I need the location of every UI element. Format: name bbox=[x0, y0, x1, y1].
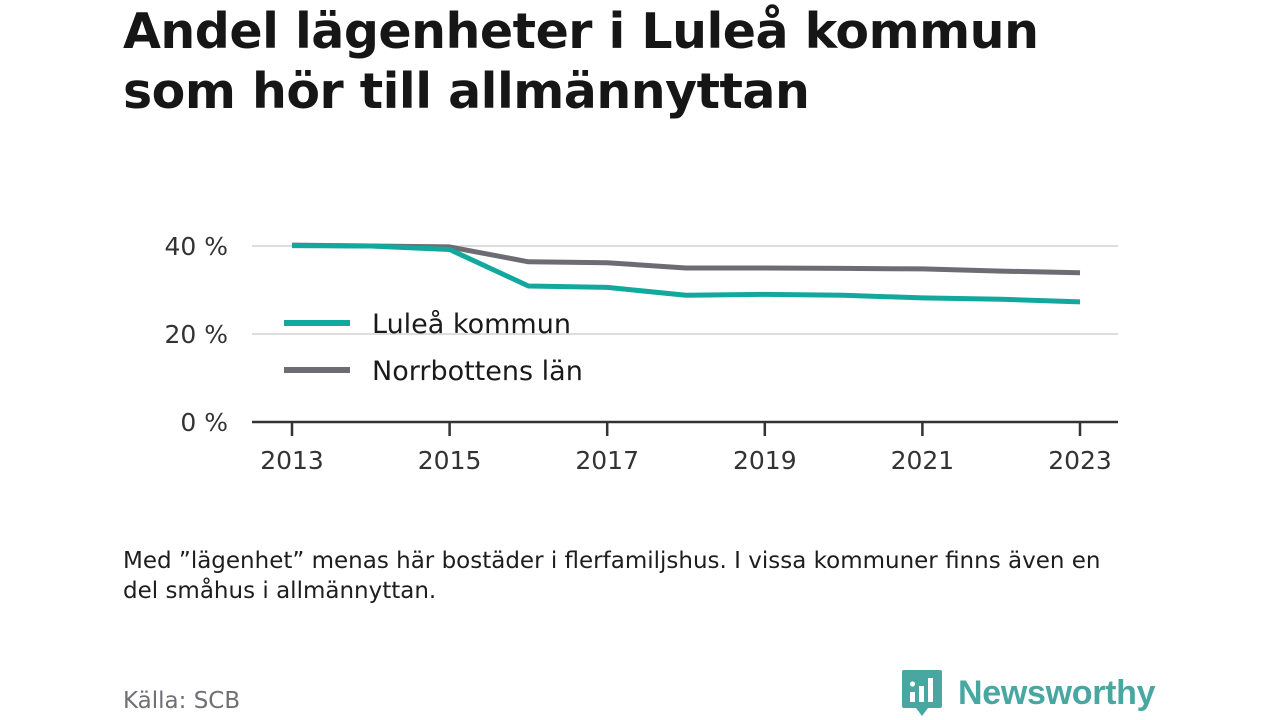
x-axis-ticks: 2013 2015 2017 2019 2021 2023 bbox=[260, 422, 1112, 475]
y-tick-label: 40 % bbox=[164, 232, 228, 261]
series-lines bbox=[291, 242, 1081, 305]
legend-label: Luleå kommun bbox=[372, 309, 571, 340]
x-tick-label: 2015 bbox=[418, 446, 482, 475]
source-label: Källa: SCB bbox=[123, 688, 241, 714]
x-tick-label: 2013 bbox=[260, 446, 324, 475]
y-tick-label: 0 % bbox=[180, 408, 228, 437]
chart-title: Andel lägenheter i Luleå kommun som hör … bbox=[123, 3, 1039, 120]
y-axis-ticks: 0 % 20 % 40 % bbox=[164, 232, 228, 437]
y-tick-label: 20 % bbox=[164, 320, 228, 349]
x-tick-label: 2019 bbox=[733, 446, 797, 475]
newsworthy-logo-icon bbox=[902, 670, 942, 716]
x-tick-label: 2017 bbox=[575, 446, 639, 475]
legend: Luleå kommun Norrbottens län bbox=[284, 309, 583, 387]
x-tick-label: 2021 bbox=[891, 446, 955, 475]
legend-label: Norrbottens län bbox=[372, 356, 583, 387]
brand-name: Newsworthy bbox=[958, 673, 1156, 712]
x-tick-label: 2023 bbox=[1048, 446, 1112, 475]
series-line bbox=[291, 243, 1081, 305]
chart-note: Med ”lägenhet” menas här bostäder i fler… bbox=[123, 548, 1101, 604]
brand-logo[interactable]: Newsworthy bbox=[900, 668, 1156, 718]
